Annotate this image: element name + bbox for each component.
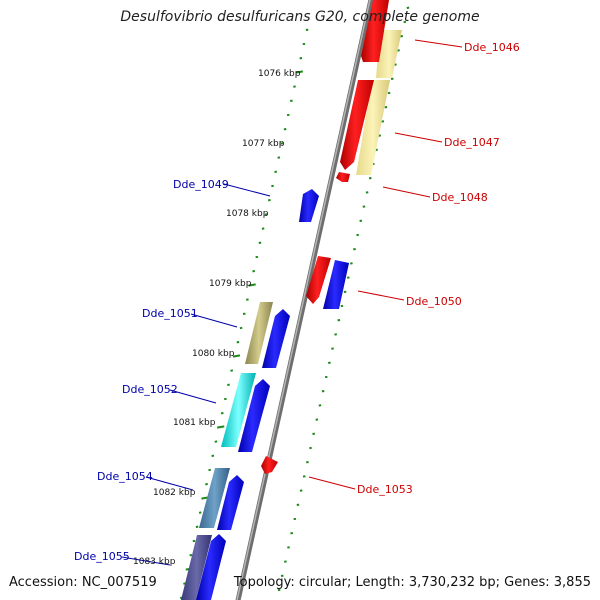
genome-backbone (235, 0, 374, 600)
gene-arrow-dde-1047[interactable] (340, 80, 374, 170)
ruler-label: 1077 kbp (242, 139, 285, 149)
feature-bar-1052 (221, 373, 256, 447)
feature-bar-1055 (181, 535, 212, 600)
leader-line-dde-1052 (169, 389, 217, 404)
gene-arrow-dde-1049[interactable] (299, 189, 319, 222)
topology-label: Topology: circular; Length: 3,730,232 bp… (233, 575, 591, 590)
gene-label-dde-1052[interactable]: Dde_1052 (122, 383, 178, 396)
leader-line-dde-1055 (121, 556, 171, 566)
gene-label-dde-1053[interactable]: Dde_1053 (357, 483, 413, 496)
gene-label-dde-1050[interactable]: Dde_1050 (406, 295, 462, 308)
ruler-label: 1082 kbp (153, 488, 196, 498)
gene-arrow-dde-1050[interactable] (306, 256, 331, 304)
ruler-major-tick (217, 425, 225, 429)
ruler-label: 1078 kbp (226, 209, 269, 219)
gene-label-leaders (121, 39, 463, 566)
feature-bar-1054 (199, 468, 230, 528)
ruler-label: 1080 kbp (192, 349, 235, 359)
gene-label-dde-1046[interactable]: Dde_1046 (464, 41, 520, 54)
ruler-left-ticks (180, 28, 309, 599)
feature-bar-1047 (356, 80, 390, 175)
gene-label-dde-1047[interactable]: Dde_1047 (444, 136, 500, 149)
gene-arrow-dde-1050b (323, 260, 349, 309)
gene-arrow-dde-1054[interactable] (217, 475, 244, 530)
genome-backbone-highlight (236, 0, 371, 600)
ruler-right-ticks (277, 6, 410, 592)
leader-line-dde-1053 (308, 476, 356, 490)
feature-bar-1046 (376, 30, 402, 78)
gene-label-dde-1055[interactable]: Dde_1055 (74, 550, 130, 563)
gene-label-dde-1048[interactable]: Dde_1048 (432, 191, 488, 204)
gene-arrow-dde-1052[interactable] (238, 379, 270, 452)
leader-line-dde-1046 (414, 39, 463, 48)
leader-line-dde-1049 (223, 183, 271, 197)
leader-line-dde-1048 (382, 186, 431, 198)
gene-arrow-dde-1055[interactable] (196, 534, 226, 600)
gene-arrow-dde-1048[interactable] (336, 172, 350, 182)
ruler-label: 1079 kbp (209, 279, 252, 289)
leader-line-dde-1047 (394, 132, 443, 143)
ruler-major-tick (295, 70, 303, 74)
feature-bar-1051 (245, 302, 273, 364)
accession-label: Accession: NC_007519 (9, 575, 157, 590)
ruler-major-tick (248, 283, 256, 287)
gene-label-dde-1054[interactable]: Dde_1054 (97, 470, 153, 483)
ruler-major-tick (232, 354, 241, 358)
map-title: Desulfovibrio desulfuricans G20, complet… (120, 9, 480, 25)
leader-line-dde-1054 (145, 476, 194, 491)
leader-line-dde-1051 (190, 313, 238, 328)
gene-arrow-dde-1051[interactable] (262, 309, 290, 368)
gene-label-dde-1051[interactable]: Dde_1051 (142, 307, 198, 320)
ruler-label: 1081 kbp (173, 418, 216, 428)
ruler-label: 1083 kbp (133, 557, 176, 567)
gene-arrow-dde-1046[interactable] (361, 0, 389, 62)
gene-label-dde-1049[interactable]: Dde_1049 (173, 178, 229, 191)
gene-arrow-dde-1053[interactable] (261, 456, 278, 474)
ruler-label: 1076 kbp (258, 69, 301, 79)
leader-line-dde-1050 (357, 290, 405, 301)
